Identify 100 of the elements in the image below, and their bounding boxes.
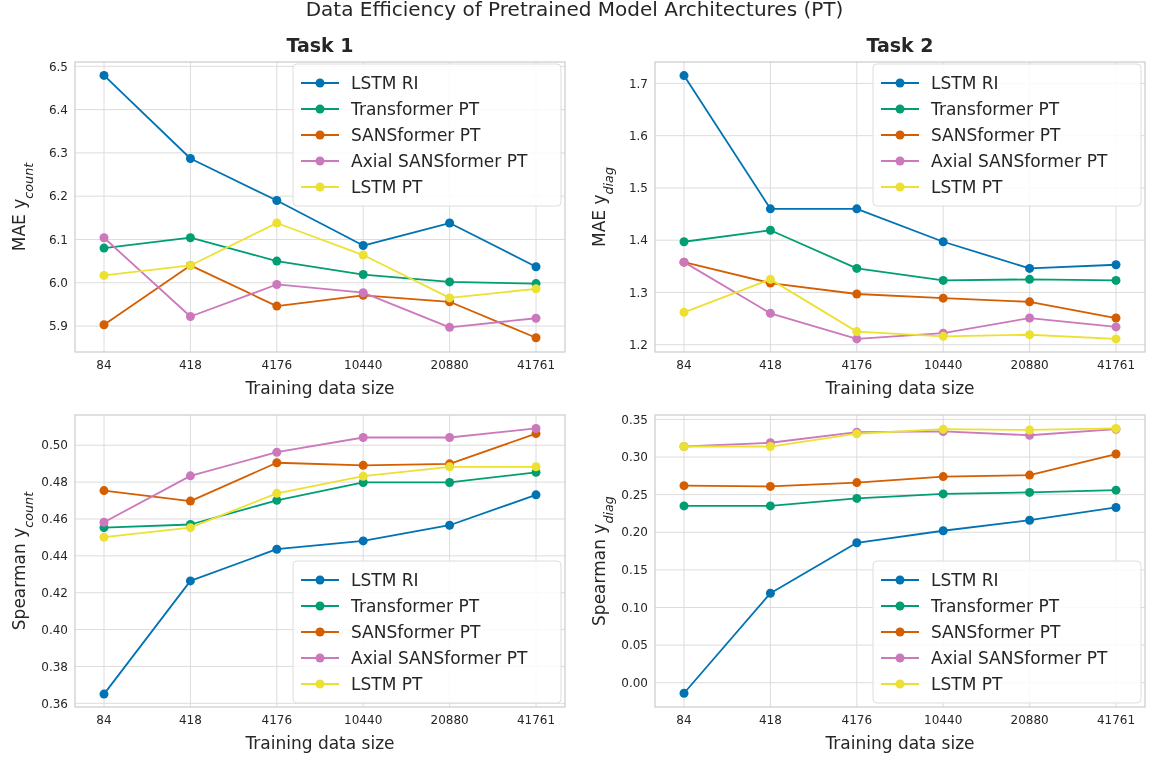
point xyxy=(1025,330,1035,340)
point xyxy=(1025,470,1035,480)
x-tick-label: 10440 xyxy=(924,713,963,727)
y-tick-label: 1.4 xyxy=(628,233,648,248)
y-tick-label: 6.3 xyxy=(48,146,68,161)
point xyxy=(679,71,689,81)
legend-label: Transformer PT xyxy=(930,98,1060,119)
point xyxy=(185,523,195,533)
y-tick-label: 1.2 xyxy=(628,337,648,352)
legend-label: Transformer PT xyxy=(350,98,480,119)
legend-label: LSTM PT xyxy=(351,673,423,694)
x-tick-label: 84 xyxy=(96,713,112,727)
point xyxy=(852,327,862,337)
legend-label: Transformer PT xyxy=(930,595,1060,616)
point xyxy=(358,241,368,251)
point xyxy=(1025,487,1035,497)
x-tick-label: 20880 xyxy=(1010,358,1049,372)
point xyxy=(938,293,948,303)
point xyxy=(1025,313,1035,323)
point xyxy=(358,460,368,470)
point xyxy=(1111,334,1121,344)
y-tick-label: 1.6 xyxy=(628,128,648,143)
x-tick-label: 84 xyxy=(676,713,692,727)
point xyxy=(531,262,541,272)
chart-subtitle: Task 1 xyxy=(286,34,354,56)
point xyxy=(272,544,282,554)
legend-label: LSTM RI xyxy=(931,72,999,93)
legend-label: LSTM RI xyxy=(351,569,419,590)
legend-label: Transformer PT xyxy=(350,595,480,616)
y-tick-label: 1.5 xyxy=(628,181,648,196)
x-tick-label: 418 xyxy=(178,358,202,372)
x-tick-label: 84 xyxy=(96,358,112,372)
y-tick-label: 6.0 xyxy=(48,275,68,290)
legend-label: Axial SANSformer PT xyxy=(351,150,528,171)
x-tick-label: 10440 xyxy=(344,713,383,727)
x-tick-label: 10440 xyxy=(924,358,963,372)
point xyxy=(445,293,455,303)
x-axis-title: Training data size xyxy=(244,733,395,753)
x-tick-label: 10440 xyxy=(344,358,383,372)
point xyxy=(1111,260,1121,270)
x-tick-label: 4176 xyxy=(261,713,293,727)
point xyxy=(445,218,455,228)
x-axis-title: Training data size xyxy=(824,733,975,753)
y-tick-label: 0.20 xyxy=(621,525,648,540)
point xyxy=(1111,322,1121,332)
y-tick-label: 0.40 xyxy=(41,622,68,637)
y-tick-label: 0.48 xyxy=(41,475,68,490)
point xyxy=(99,70,109,80)
point xyxy=(1025,297,1035,307)
legend-label: LSTM PT xyxy=(931,176,1003,197)
point xyxy=(272,447,282,457)
point xyxy=(99,320,109,330)
y-tick-label: 0.42 xyxy=(41,585,68,600)
legend-label: Axial SANSformer PT xyxy=(931,150,1108,171)
point xyxy=(1111,502,1121,512)
point xyxy=(445,520,455,530)
x-tick-label: 41761 xyxy=(516,713,556,727)
y-tick-label: 0.15 xyxy=(621,563,648,578)
point xyxy=(185,496,195,506)
point xyxy=(765,481,775,491)
point xyxy=(99,486,109,496)
point xyxy=(679,688,689,698)
point xyxy=(679,307,689,317)
point xyxy=(765,274,775,284)
point xyxy=(272,279,282,289)
y-tick-label: 6.1 xyxy=(48,232,68,247)
y-tick-label: 0.30 xyxy=(621,450,648,465)
legend-label: LSTM PT xyxy=(351,176,423,197)
point xyxy=(99,532,109,542)
legend-label: SANSformer PT xyxy=(351,124,481,145)
point xyxy=(185,154,195,164)
y-tick-label: 0.35 xyxy=(621,412,648,427)
x-tick-label: 20880 xyxy=(1010,713,1049,727)
point xyxy=(272,196,282,205)
point xyxy=(1025,263,1035,273)
x-tick-label: 418 xyxy=(758,713,782,727)
point xyxy=(679,237,689,247)
point xyxy=(185,312,195,321)
point xyxy=(1025,515,1035,525)
y-tick-label: 0.38 xyxy=(41,659,68,674)
x-axis-title: Training data size xyxy=(824,378,975,398)
point xyxy=(358,471,368,481)
legend-label: LSTM RI xyxy=(931,569,999,590)
y-tick-label: 1.3 xyxy=(628,285,648,300)
point xyxy=(1025,425,1035,435)
y-tick-label: 0.36 xyxy=(41,696,68,711)
point xyxy=(358,270,368,280)
point xyxy=(938,489,948,499)
point xyxy=(679,481,689,491)
point xyxy=(938,275,948,285)
legend-label: LSTM RI xyxy=(351,72,419,93)
point xyxy=(765,588,775,598)
point xyxy=(445,322,455,332)
y-tick-label: 0.10 xyxy=(621,600,648,615)
point xyxy=(765,308,775,318)
chart-title: Data Efficiency of Pretrained Model Architectures (PT) xyxy=(305,0,844,21)
y-tick-label: 0.50 xyxy=(41,438,68,453)
legend-label: SANSformer PT xyxy=(351,621,481,642)
legend-label: SANSformer PT xyxy=(931,621,1061,642)
point xyxy=(272,301,282,311)
